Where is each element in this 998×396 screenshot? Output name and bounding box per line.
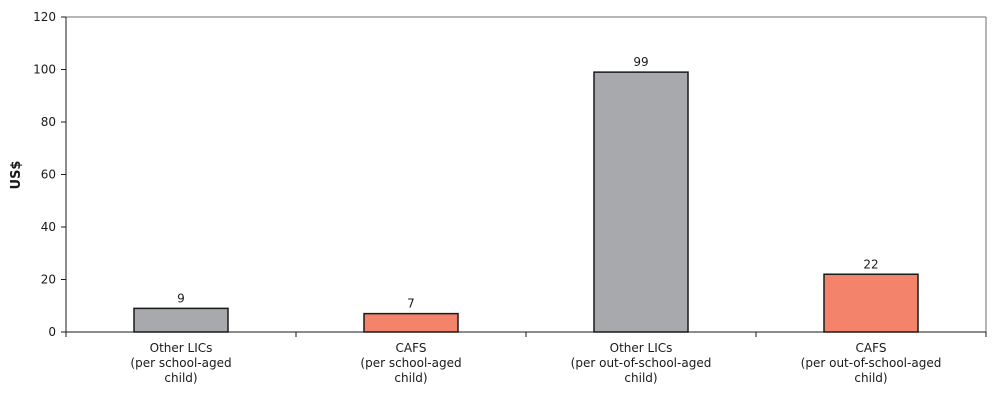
bar — [823, 273, 919, 333]
data-labels: 9 7 99 22 — [177, 55, 878, 311]
plot-frame — [66, 16, 987, 332]
y-tick-label: 100 — [33, 63, 56, 77]
bar-value-label: 9 — [177, 291, 185, 305]
x-tick-label: Other LICs (per school-aged child) — [130, 341, 231, 385]
y-tick-label: 80 — [41, 115, 56, 129]
bar-value-label: 22 — [863, 257, 878, 271]
bar-value-label: 7 — [407, 297, 415, 311]
bar — [133, 307, 229, 333]
bar-value-label: 99 — [633, 55, 648, 69]
y-axis-title: US$ — [9, 161, 24, 190]
x-tick-label: CAFS (per school-aged child) — [360, 341, 461, 385]
bars — [133, 71, 919, 333]
x-tick-label: CAFS (per out-of-school-aged child) — [801, 341, 942, 385]
bar — [363, 312, 459, 333]
y-tick-label: 0 — [48, 325, 56, 339]
y-tick-label: 20 — [41, 273, 56, 287]
y-tick-label: 40 — [41, 220, 56, 234]
x-tick-label: Other LICs (per out-of-school-aged child) — [571, 341, 712, 385]
y-tick-label: 60 — [41, 168, 56, 182]
y-axis: 0 20 40 60 80 100 120 — [33, 10, 67, 339]
x-axis: Other LICs (per school-aged child) CAFS (per… — [65, 331, 987, 385]
bar — [593, 71, 689, 333]
y-tick-label: 120 — [33, 10, 56, 24]
